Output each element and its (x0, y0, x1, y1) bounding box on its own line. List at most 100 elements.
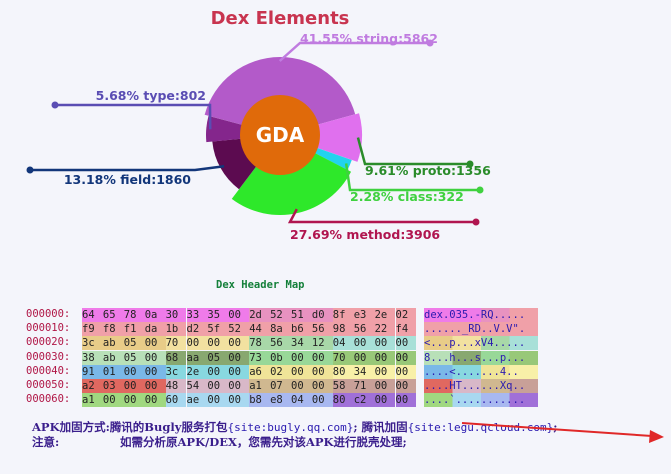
hex-byte[interactable]: 00 (353, 336, 375, 351)
hex-byte[interactable]: 00 (374, 393, 396, 408)
hex-byte[interactable]: 8f (332, 308, 354, 322)
hex-byte[interactable]: f4 (395, 322, 417, 337)
hex-byte[interactable]: b6 (291, 322, 312, 337)
hex-byte[interactable]: 00 (395, 379, 417, 393)
legu-site-link[interactable]: {site:legu.qcloud.com} (407, 421, 554, 434)
hex-byte[interactable]: 64 (82, 308, 103, 322)
hex-byte[interactable]: 00 (144, 364, 166, 379)
hex-byte[interactable]: 00 (144, 393, 166, 408)
hex-byte[interactable]: 70 (332, 350, 354, 365)
hex-byte[interactable]: c2 (353, 393, 375, 408)
hex-byte[interactable]: 05 (207, 350, 229, 365)
hex-byte[interactable]: 48 (165, 379, 187, 393)
hex-byte[interactable]: 07 (270, 379, 291, 393)
hex-byte[interactable]: 00 (291, 364, 312, 379)
hex-byte[interactable]: 03 (102, 379, 124, 393)
hex-byte[interactable]: 44 (249, 322, 271, 337)
hex-byte[interactable]: 51 (291, 308, 312, 322)
hex-byte[interactable]: 00 (395, 393, 417, 408)
hex-byte[interactable]: 00 (374, 336, 396, 351)
hex-byte[interactable]: 00 (395, 364, 417, 379)
hex-byte[interactable]: 02 (395, 308, 417, 322)
hex-byte[interactable]: 00 (291, 379, 312, 393)
hex-byte[interactable]: 00 (228, 364, 250, 379)
hex-byte[interactable]: a1 (82, 393, 103, 408)
hex-byte[interactable]: 00 (311, 350, 333, 365)
hex-byte[interactable]: f8 (102, 322, 124, 337)
hex-byte[interactable]: 00 (144, 350, 166, 365)
hex-byte[interactable]: 2e (374, 308, 396, 322)
pie-slice-proto[interactable] (280, 113, 362, 162)
hex-ascii[interactable]: <...p...xV4..... (424, 336, 538, 351)
hex-byte[interactable]: 73 (249, 350, 271, 365)
hex-byte[interactable]: 00 (395, 336, 417, 351)
hex-byte[interactable]: 00 (102, 393, 124, 408)
hex-ascii[interactable]: ....HT......Xq.. (424, 379, 538, 393)
hex-byte[interactable]: 00 (395, 350, 417, 365)
hex-byte[interactable]: 0a (144, 308, 166, 322)
hex-byte[interactable]: 78 (249, 336, 271, 351)
hex-byte[interactable]: d2 (186, 322, 208, 337)
hex-byte[interactable]: 00 (207, 336, 229, 351)
hex-byte[interactable]: f9 (82, 322, 103, 337)
hex-byte[interactable]: 71 (353, 379, 375, 393)
hex-byte[interactable]: a1 (249, 379, 271, 393)
hex-byte[interactable]: 00 (207, 364, 229, 379)
hex-byte[interactable]: 12 (311, 336, 333, 351)
hex-byte[interactable]: 91 (82, 364, 103, 379)
hex-byte[interactable]: 00 (353, 350, 375, 365)
hex-byte[interactable]: 04 (291, 393, 312, 408)
hex-byte[interactable]: ae (186, 393, 208, 408)
hex-byte[interactable]: 56 (270, 336, 291, 351)
hex-byte[interactable]: 78 (123, 308, 145, 322)
hex-byte[interactable]: 60 (165, 393, 187, 408)
hex-byte[interactable]: 00 (228, 350, 250, 365)
hex-byte[interactable]: 05 (123, 350, 145, 365)
hex-byte[interactable]: 00 (144, 379, 166, 393)
hex-ascii[interactable]: 8...h...s...p... (424, 350, 538, 365)
hex-byte[interactable]: 38 (82, 350, 103, 365)
hex-byte[interactable]: 00 (186, 336, 208, 351)
hex-ascii[interactable]: dex.035.-RQ..... (424, 308, 538, 322)
hex-byte[interactable]: da (144, 322, 166, 337)
hex-byte[interactable]: 05 (123, 336, 145, 351)
hex-byte[interactable]: ab (102, 350, 124, 365)
hex-byte[interactable]: 00 (374, 364, 396, 379)
hex-byte[interactable]: 2e (186, 364, 208, 379)
hex-byte[interactable]: a2 (82, 379, 103, 393)
hex-byte[interactable]: 56 (353, 322, 375, 337)
hex-byte[interactable]: 00 (123, 379, 145, 393)
hex-byte[interactable]: 30 (165, 308, 187, 322)
hex-byte[interactable]: 00 (123, 364, 145, 379)
hex-byte[interactable]: aa (186, 350, 208, 365)
hex-byte[interactable]: 04 (332, 336, 354, 351)
hex-byte[interactable]: f1 (123, 322, 145, 337)
hex-byte[interactable]: 68 (165, 350, 187, 365)
hex-byte[interactable]: 00 (228, 336, 250, 351)
hex-byte[interactable]: d0 (311, 308, 333, 322)
hex-byte[interactable]: 00 (228, 308, 250, 322)
hex-byte[interactable]: ab (102, 336, 124, 351)
hex-byte[interactable]: 8a (270, 322, 291, 337)
hex-byte[interactable]: 65 (102, 308, 124, 322)
hex-byte[interactable]: 01 (102, 364, 124, 379)
hex-byte[interactable]: 00 (374, 379, 396, 393)
hex-byte[interactable]: 3c (82, 336, 103, 351)
bugly-site-link[interactable]: {site:bugly.qq.com} (227, 421, 354, 434)
hex-byte[interactable]: 22 (374, 322, 396, 337)
hex-byte[interactable]: 0b (270, 350, 291, 365)
hex-byte[interactable]: 1b (165, 322, 187, 337)
hex-byte[interactable]: 00 (207, 393, 229, 408)
hex-byte[interactable]: 70 (165, 336, 187, 351)
hex-byte[interactable]: 34 (291, 336, 312, 351)
hex-byte[interactable]: 5f (207, 322, 229, 337)
hex-byte[interactable]: 98 (332, 322, 354, 337)
hex-byte[interactable]: 3c (165, 364, 187, 379)
hex-ascii[interactable]: ......_RD..V.V". (424, 322, 538, 337)
hex-byte[interactable]: 34 (353, 364, 375, 379)
hex-byte[interactable]: a6 (249, 364, 271, 379)
hex-byte[interactable]: 00 (144, 336, 166, 351)
hex-byte[interactable]: 00 (228, 379, 250, 393)
hex-byte[interactable]: 00 (207, 379, 229, 393)
pie-slice-method[interactable] (231, 135, 352, 216)
